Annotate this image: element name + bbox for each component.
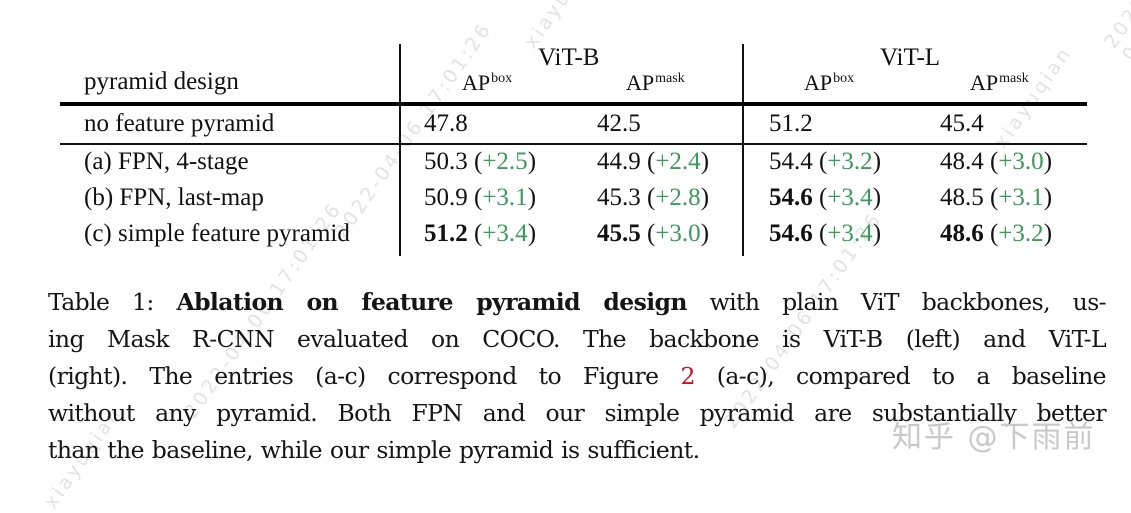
caption-line: ing Mask R-CNN evaluated on COCO. The ba… <box>48 325 1107 353</box>
source-watermark: 知乎 @下雨前 <box>892 420 1096 455</box>
group-header-vit-b: ViT-B <box>538 44 600 71</box>
cell-vitb-apbox: 47.8 <box>424 110 468 137</box>
delta-value: +2.4 <box>655 148 701 175</box>
caption-line: than the baseline, while our simple pyra… <box>48 436 700 464</box>
column-divider <box>399 44 401 256</box>
caption-label: Table 1: <box>48 288 154 316</box>
table-caption: Table 1: Ablation on feature pyramid des… <box>48 284 1107 469</box>
delta-value: +3.4 <box>827 184 873 211</box>
cell-vitl-apmask: 48.6 (+3.2) <box>940 220 1053 247</box>
caption-line: (right). The entries (a-c) correspond to… <box>48 362 1107 390</box>
delta-value: +3.0 <box>655 220 701 247</box>
metric-header-ap-mask: APmask <box>970 70 1029 95</box>
cell-vitb-apbox: 51.2 (+3.4) <box>424 220 537 247</box>
delta-value: +3.4 <box>482 220 528 247</box>
cell-vitl-apmask: 48.4 (+3.0) <box>940 148 1053 175</box>
delta-value: +3.4 <box>827 220 873 247</box>
cell-vitb-apmask: 44.9 (+2.4) <box>597 148 710 175</box>
cell-vitb-apbox: 50.3 (+2.5) <box>424 148 537 175</box>
row-header: pyramid design <box>84 68 239 95</box>
cell-vitb-apmask: 45.3 (+2.8) <box>597 184 710 211</box>
cell-vitl-apbox: 54.4 (+3.2) <box>769 148 882 175</box>
caption-title: Ablation on feature pyramid design <box>176 288 687 316</box>
delta-value: +2.5 <box>482 148 528 175</box>
caption-line: without any pyramid. Both FPN and our si… <box>48 399 1107 427</box>
delta-value: +3.2 <box>827 148 873 175</box>
cell-vitl-apbox: 54.6 (+3.4) <box>769 184 882 211</box>
delta-value: +3.1 <box>482 184 528 211</box>
row-label: (a) FPN, 4-stage <box>84 148 249 175</box>
cell-vitl-apbox: 51.2 <box>769 110 813 137</box>
row-label: (b) FPN, last-map <box>84 184 264 211</box>
metric-header-ap-box: APbox <box>804 70 855 95</box>
metric-header-ap-box: APbox <box>462 70 513 95</box>
figure-reference-link[interactable]: 2 <box>680 362 695 390</box>
caption-line: Table 1: Ablation on feature pyramid des… <box>48 288 1107 316</box>
row-label: no feature pyramid <box>84 110 275 137</box>
cell-vitl-apmask: 45.4 <box>940 110 984 137</box>
cell-vitl-apbox: 54.6 (+3.4) <box>769 220 882 247</box>
delta-value: +3.0 <box>998 148 1044 175</box>
delta-value: +3.1 <box>998 184 1044 211</box>
cell-vitb-apmask: 42.5 <box>597 110 641 137</box>
cell-vitb-apbox: 50.9 (+3.1) <box>424 184 537 211</box>
column-divider <box>742 44 744 256</box>
delta-value: +2.8 <box>655 184 701 211</box>
delta-value: +3.2 <box>998 220 1044 247</box>
watermark-text: 2022-04-06 17:01:26 <box>1100 0 1131 66</box>
header-rule <box>60 102 1087 106</box>
baseline-rule <box>60 143 1087 145</box>
metric-header-ap-mask: APmask <box>626 70 685 95</box>
group-header-vit-l: ViT-L <box>880 44 941 71</box>
cell-vitb-apmask: 45.5 (+3.0) <box>597 220 710 247</box>
cell-vitl-apmask: 48.5 (+3.1) <box>940 184 1053 211</box>
watermark-text: xiayuqian <box>990 42 1077 153</box>
row-label: (c) simple feature pyramid <box>84 220 350 247</box>
